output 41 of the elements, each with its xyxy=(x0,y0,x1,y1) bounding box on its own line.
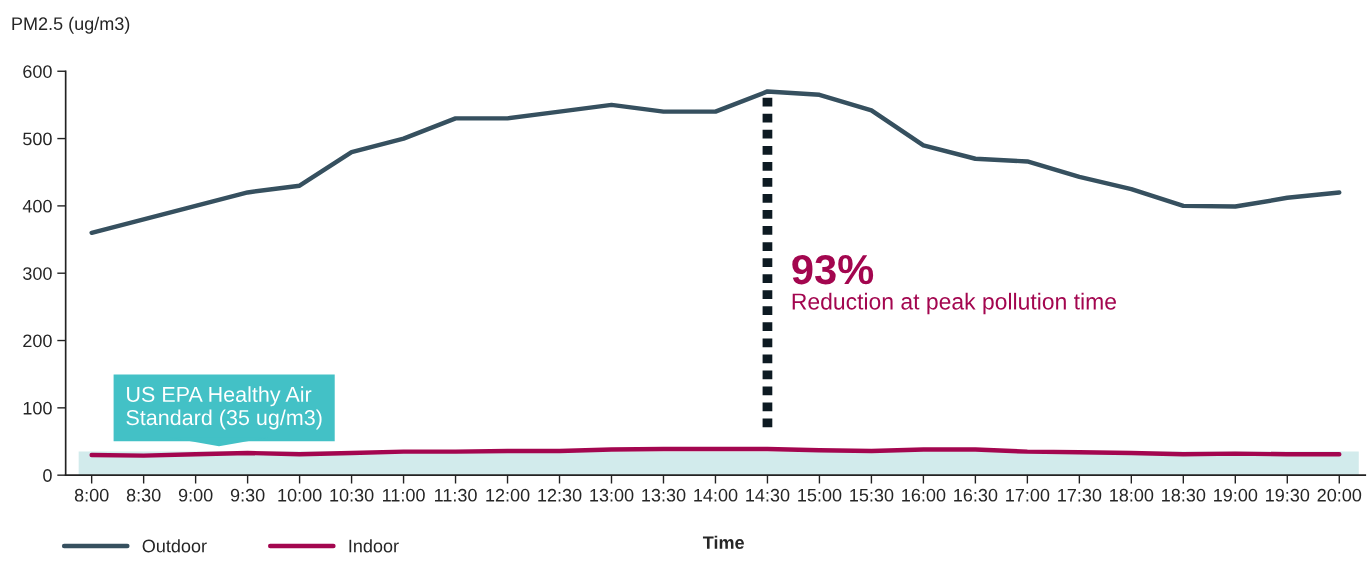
x-tick-label: 10:30 xyxy=(330,488,374,502)
y-tick-label: 300 xyxy=(23,267,52,280)
x-tick-label: 8:00 xyxy=(74,488,109,502)
x-tick-label: 15:00 xyxy=(798,488,842,502)
x-tick-label: 10:00 xyxy=(278,488,322,502)
x-tick-label: 12:00 xyxy=(486,488,530,502)
legend-label: Outdoor xyxy=(142,539,207,553)
band-label: US EPA Healthy Air Standard (35 ug/m3) xyxy=(126,386,322,430)
x-tick-label: 14:30 xyxy=(746,488,790,502)
x-tick-label: 18:30 xyxy=(1162,488,1206,502)
y-tick-label: 600 xyxy=(23,65,52,78)
y-tick-label: 500 xyxy=(23,132,52,146)
line-series xyxy=(89,89,1342,236)
x-tick-label: 16:00 xyxy=(902,488,946,502)
x-tick-label: 15:30 xyxy=(850,488,894,502)
x-tick-label: 8:30 xyxy=(126,488,161,502)
x-tick-label: 19:30 xyxy=(1266,488,1310,502)
x-tick-label: 11:30 xyxy=(435,488,477,502)
x-tick-label: 19:00 xyxy=(1214,488,1258,502)
x-tick-label: 11:00 xyxy=(383,488,425,502)
legend-label: Indoor xyxy=(349,539,399,553)
x-tick-label: 18:00 xyxy=(1110,488,1154,502)
x-tick-label: 13:00 xyxy=(590,488,634,502)
x-tick-label: 9:30 xyxy=(230,488,265,502)
annotation: Reduction at peak pollution time xyxy=(792,292,1116,315)
y-tick-label: 100 xyxy=(23,401,52,415)
x-tick-label: 20:00 xyxy=(1317,488,1362,502)
x-tick-label: 16:30 xyxy=(954,488,998,502)
x-tick-label: 12:30 xyxy=(538,488,582,502)
x-tick-label: 14:00 xyxy=(694,488,738,502)
line-series xyxy=(89,446,1342,458)
annotation: 93% xyxy=(792,254,874,285)
y-tick-label: 200 xyxy=(23,334,52,348)
y-axis-title: PM2.5 (ug/m3) xyxy=(12,16,130,34)
x-tick-label: 9:00 xyxy=(178,488,213,502)
x-tick-label: 17:00 xyxy=(1006,488,1050,502)
x-axis-title: Time xyxy=(702,535,744,550)
y-tick-label: 400 xyxy=(22,199,52,213)
x-tick-label: 17:30 xyxy=(1058,488,1102,502)
y-tick-label: 0 xyxy=(43,469,52,482)
x-tick-label: 13:30 xyxy=(642,488,686,502)
